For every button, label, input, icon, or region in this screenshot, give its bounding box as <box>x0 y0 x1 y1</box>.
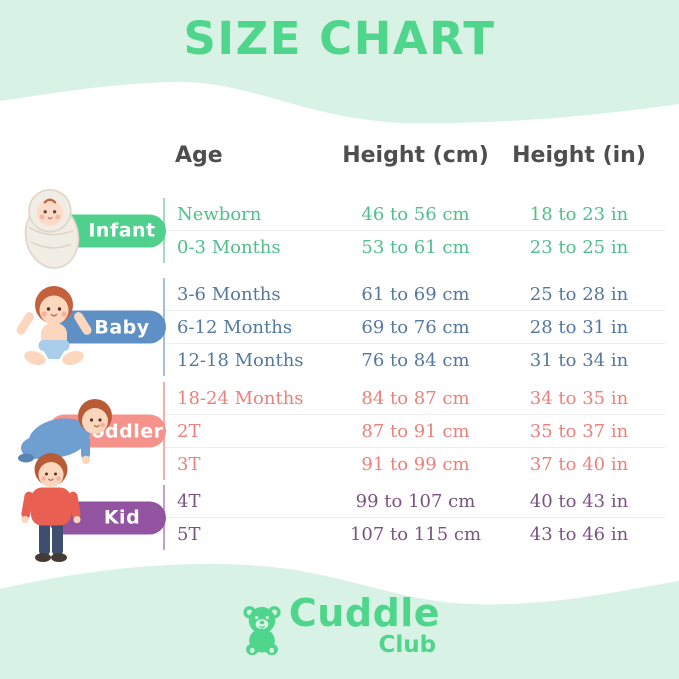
size-group-baby: Baby 3-6 Months 61 to 69 cm 25 to 28 in … <box>0 278 679 376</box>
kid-illustration-icon <box>6 449 96 567</box>
height-in-cell: 25 to 28 in <box>529 283 629 305</box>
group-rows: 3-6 Months 61 to 69 cm 25 to 28 in 6-12 … <box>163 278 665 376</box>
group-label: Baby <box>94 316 150 338</box>
age-cell: 4T <box>177 490 201 512</box>
table-row: 6-12 Months 69 to 76 cm 28 to 31 in <box>165 310 665 343</box>
height-cm-cell: 46 to 56 cm <box>361 203 470 225</box>
page-title: SIZE CHART <box>183 12 496 65</box>
age-cell: 2T <box>177 420 201 442</box>
top-wave-decoration <box>0 0 679 124</box>
header-height-cm: Height (cm) <box>342 142 489 168</box>
age-cell: 12-18 Months <box>177 349 304 371</box>
group-label: Infant <box>88 219 156 242</box>
height-cm-cell: 69 to 76 cm <box>361 316 470 338</box>
group-label-area: Infant <box>0 188 166 269</box>
brand-wordmark: Cuddle Club <box>288 591 441 658</box>
header-height-in: Height (in) <box>512 142 646 168</box>
height-cm-cell: 91 to 99 cm <box>361 453 470 475</box>
height-in-cell: 34 to 35 in <box>529 387 629 409</box>
toddler-illustration-icon <box>6 388 124 474</box>
height-cm-cell: 107 to 115 cm <box>349 523 482 545</box>
brand-name: Cuddle <box>288 591 441 635</box>
age-cell: 3-6 Months <box>177 283 281 305</box>
height-in-cell: 28 to 31 in <box>529 316 629 338</box>
brand-logo: Cuddle Club <box>0 591 679 660</box>
height-in-cell: 23 to 25 in <box>529 236 629 258</box>
size-group-infant: Infant Newborn 46 to 56 cm 18 to 23 in 0… <box>0 188 679 269</box>
age-cell: 18-24 Months <box>177 387 304 409</box>
group-label: Kid <box>103 506 141 529</box>
height-in-cell: 35 to 37 in <box>529 420 629 442</box>
table-row: 18-24 Months 84 to 87 cm 34 to 35 in <box>165 382 665 414</box>
height-cm-cell: 76 to 84 cm <box>361 349 470 371</box>
age-cell: 5T <box>177 523 201 545</box>
age-cell: Newborn <box>177 203 262 225</box>
height-in-cell: 31 to 34 in <box>529 349 629 371</box>
height-cm-cell: 99 to 107 cm <box>355 490 476 512</box>
age-cell: 3T <box>177 453 201 475</box>
size-group-toddler: Toddler 18-24 Months 84 to 87 cm 34 to 3… <box>0 382 679 480</box>
group-label-area: Toddler <box>0 382 166 480</box>
table-row: 4T 99 to 107 cm 40 to 43 in <box>165 485 665 517</box>
age-cell: 6-12 Months <box>177 316 293 338</box>
group-rows: Newborn 46 to 56 cm 18 to 23 in 0-3 Mont… <box>163 198 665 263</box>
height-cm-cell: 84 to 87 cm <box>361 387 470 409</box>
swaddled-infant-illustration-icon <box>6 183 98 271</box>
height-cm-cell: 87 to 91 cm <box>361 420 470 442</box>
group-label-area: Kid <box>0 452 166 562</box>
height-cm-cell: 61 to 69 cm <box>361 283 470 305</box>
table-body: Infant Newborn 46 to 56 cm 18 to 23 in 0… <box>0 188 679 562</box>
brand-subname: Club <box>378 631 437 658</box>
teddy-bear-icon <box>239 600 285 660</box>
table-row: 3-6 Months 61 to 69 cm 25 to 28 in <box>165 278 665 310</box>
group-rows: 18-24 Months 84 to 87 cm 34 to 35 in 2T … <box>163 382 665 480</box>
group-rows: 4T 99 to 107 cm 40 to 43 in 5T 107 to 11… <box>163 485 665 550</box>
table-row: 2T 87 to 91 cm 35 to 37 in <box>165 414 665 447</box>
age-cell: 0-3 Months <box>177 236 281 258</box>
baby-illustration-icon <box>6 281 102 373</box>
height-cm-cell: 53 to 61 cm <box>361 236 470 258</box>
table-row: 5T 107 to 115 cm 43 to 46 in <box>165 517 665 550</box>
height-in-cell: 37 to 40 in <box>529 453 629 475</box>
height-in-cell: 18 to 23 in <box>529 203 629 225</box>
group-label-area: Baby <box>0 278 166 376</box>
header-age: Age <box>175 142 223 168</box>
height-in-cell: 40 to 43 in <box>529 490 629 512</box>
table-row: Newborn 46 to 56 cm 18 to 23 in <box>165 198 665 230</box>
height-in-cell: 43 to 46 in <box>529 523 629 545</box>
table-row: 12-18 Months 76 to 84 cm 31 to 34 in <box>165 343 665 376</box>
table-row: 0-3 Months 53 to 61 cm 23 to 25 in <box>165 230 665 263</box>
table-row: 3T 91 to 99 cm 37 to 40 in <box>165 447 665 480</box>
size-group-kid: Kid 4T 99 to 107 cm 40 to 43 in 5T 107 t… <box>0 452 679 562</box>
bottom-wave-decoration <box>0 563 679 679</box>
size-table: Age Height (cm) Height (in) Infant Newbo… <box>0 140 679 562</box>
table-header-row: Age Height (cm) Height (in) <box>163 140 679 170</box>
